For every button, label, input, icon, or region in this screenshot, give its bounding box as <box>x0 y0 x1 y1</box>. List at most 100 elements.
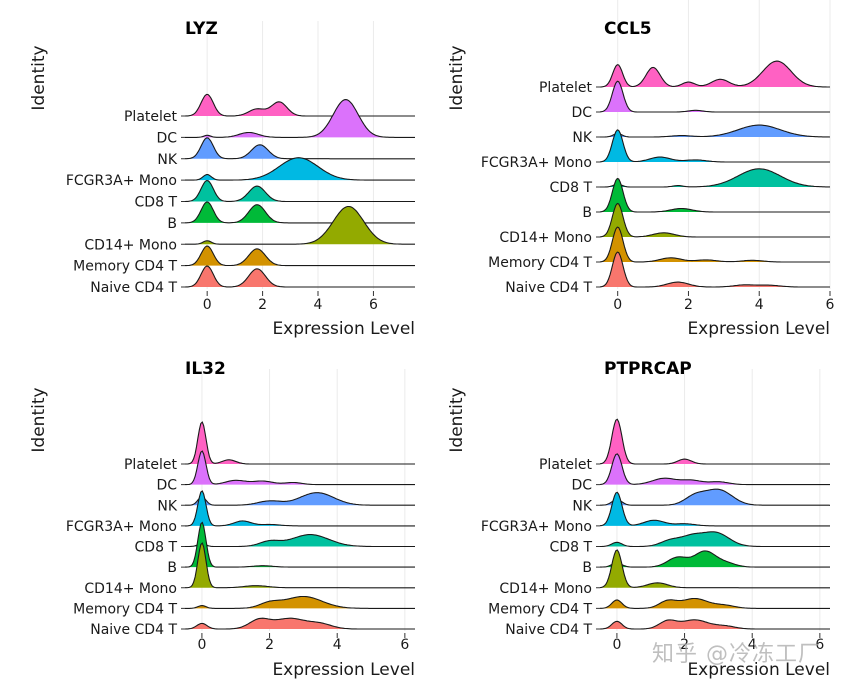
ridge-line-memory-cd4-t <box>185 595 415 609</box>
x-axis-label: Expression Level <box>687 319 830 339</box>
panel-ccl5: Platelet DC NK FCGR3A+ Mono CD8 T B CD14+ Mono… <box>447 0 835 339</box>
y-tick-label: DC <box>156 130 177 146</box>
ridge-fill-b <box>185 522 415 568</box>
y-tick-label: Platelet <box>539 457 593 473</box>
ridge-line-cd14-mono <box>599 549 830 589</box>
y-tick-label: Platelet <box>539 80 593 96</box>
ridge-fill-dc <box>185 451 415 485</box>
ridge-line-nk <box>185 137 415 160</box>
ridge-fill-cd14-mono <box>600 550 830 588</box>
x-tick-label: 6 <box>815 637 824 653</box>
ridge-fill-nk <box>185 492 415 506</box>
x-tick-label: 6 <box>369 297 378 313</box>
ridge-line-cd8-t <box>600 531 830 548</box>
y-tick-label: NK <box>572 130 592 146</box>
ridge-fill-platelet <box>185 422 415 464</box>
ridge-line-fcgr3a-mono <box>185 490 415 527</box>
y-axis-label: Identity <box>447 387 467 452</box>
panel-title: LYZ <box>185 19 218 39</box>
ridge-fill-fcgr3a-mono <box>185 491 415 526</box>
y-tick-label: NK <box>572 498 592 514</box>
y-tick-label: Memory CD4 T <box>488 601 592 617</box>
x-tick-label: 0 <box>197 637 206 653</box>
ridge-line-b <box>599 177 830 213</box>
y-tick-label: CD14+ Mono <box>84 237 177 253</box>
ridge-line-memory-cd4-t <box>599 226 830 263</box>
y-tick-label: CD14+ Mono <box>499 581 592 597</box>
ridge-line-cd14-mono <box>185 542 415 589</box>
ridge-fill-platelet <box>600 419 830 464</box>
ridge-fill-cd14-mono <box>185 206 415 245</box>
y-tick-label: FCGR3A+ Mono <box>66 519 177 535</box>
y-tick-label: CD14+ Mono <box>84 581 177 597</box>
x-tick-label: 6 <box>400 637 409 653</box>
ridge-line-memory-cd4-t <box>600 597 830 609</box>
y-tick-label: Naive CD4 T <box>505 280 592 296</box>
y-tick-label: Memory CD4 T <box>73 601 177 617</box>
ridge-line-naive-cd4-t <box>184 617 415 630</box>
x-tick-label: 0 <box>612 637 621 653</box>
ridge-fill-dc <box>185 99 415 138</box>
panel-title: CCL5 <box>604 19 652 39</box>
ridge-fill-naive-cd4-t <box>185 618 415 629</box>
ridge-fill-nk <box>600 125 830 137</box>
y-tick-label: DC <box>571 478 592 494</box>
x-axis-label: Expression Level <box>687 660 830 680</box>
x-tick-label: 0 <box>203 297 212 313</box>
ridge-fill-cd14-mono <box>600 203 830 237</box>
ridge-fill-b <box>185 202 415 223</box>
ridge-line-platelet <box>599 418 830 465</box>
y-tick-label: Naive CD4 T <box>90 622 177 638</box>
y-tick-label: B <box>582 560 592 576</box>
ridge-line-fcgr3a-mono <box>599 129 830 163</box>
panel-title: PTPRCAP <box>604 359 692 379</box>
y-tick-label: Naive CD4 T <box>90 280 177 296</box>
ridge-fill-memory-cd4-t <box>600 227 830 262</box>
y-axis-label: Identity <box>447 45 467 110</box>
ridge-fill-cd8-t <box>185 180 415 202</box>
y-tick-label: DC <box>571 105 592 121</box>
y-tick-label: B <box>167 560 177 576</box>
ridge-fill-dc <box>600 81 830 112</box>
y-tick-label: NK <box>157 152 177 168</box>
y-tick-label: Memory CD4 T <box>488 255 592 271</box>
ridge-line-b <box>185 521 415 568</box>
y-tick-label: Platelet <box>124 109 178 125</box>
ridge-fill-b <box>600 178 830 212</box>
ridge-line-platelet <box>184 93 415 117</box>
x-tick-label: 2 <box>258 297 267 313</box>
ridge-line-cd14-mono <box>599 202 830 238</box>
ridge-line-b <box>600 550 830 568</box>
x-tick-label: 2 <box>680 637 689 653</box>
y-tick-label: CD8 T <box>135 540 178 556</box>
ridge-fill-memory-cd4-t <box>185 246 415 266</box>
y-tick-label: Platelet <box>124 457 178 473</box>
ridge-fill-nk <box>600 489 830 506</box>
ridge-fill-cd8-t <box>600 531 830 547</box>
y-tick-label: FCGR3A+ Mono <box>481 155 592 171</box>
panel-il32: Platelet DC NK FCGR3A+ Mono CD8 T B CD14+ Mono… <box>29 359 415 680</box>
ridge-fill-cd8-t <box>600 168 830 187</box>
y-axis-label: Identity <box>29 45 49 110</box>
panel-title: IL32 <box>185 359 226 379</box>
ridge-line-dc <box>599 453 830 486</box>
ridge-line-fcgr3a-mono <box>599 491 830 527</box>
ridge-fill-nk <box>185 137 415 159</box>
ridge-line-platelet <box>185 421 415 465</box>
y-tick-label: CD8 T <box>135 195 178 211</box>
ridge-line-memory-cd4-t <box>185 245 415 267</box>
y-tick-label: Naive CD4 T <box>505 622 592 638</box>
x-tick-label: 2 <box>684 297 693 313</box>
y-tick-label: CD14+ Mono <box>499 230 592 246</box>
ridge-line-cd8-t <box>185 534 415 548</box>
x-tick-label: 4 <box>333 637 342 653</box>
ridge-line-platelet <box>599 60 830 88</box>
x-axis-label: Expression Level <box>272 319 415 339</box>
x-tick-label: 4 <box>314 297 323 313</box>
y-tick-label: B <box>582 205 592 221</box>
ridge-line-dc <box>185 450 415 486</box>
x-tick-label: 4 <box>755 297 764 313</box>
x-tick-label: 4 <box>748 637 757 653</box>
ridge-line-naive-cd4-t <box>599 251 830 288</box>
